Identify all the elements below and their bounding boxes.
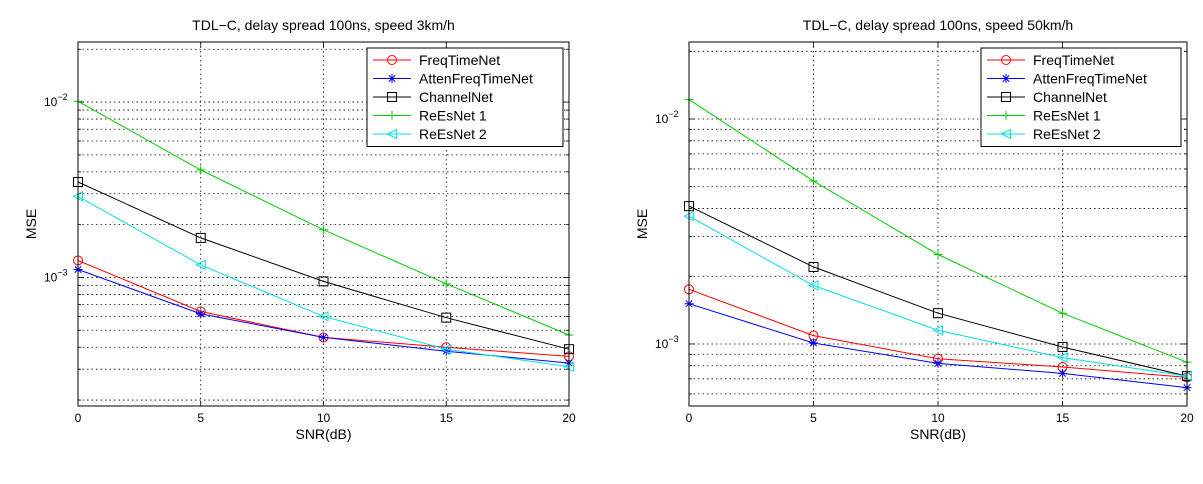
data-point — [809, 338, 818, 348]
legend-label: ReEsNet 2 — [419, 126, 487, 142]
data-point — [195, 232, 206, 243]
legend-item: ChannelNet — [987, 89, 1107, 105]
legend-label: ChannelNet — [1033, 89, 1107, 105]
y-tick-label: 10−3 — [655, 334, 679, 351]
data-point — [319, 332, 328, 342]
series-line — [77, 195, 570, 368]
chart-title: TDL−C, delay spread 100ns, speed 50km/h — [803, 17, 1073, 33]
data-point — [933, 358, 943, 368]
data-point — [809, 176, 818, 186]
series-line — [688, 288, 1188, 378]
legend-marker — [1001, 74, 1011, 83]
data-point — [441, 312, 452, 323]
x-tick-label: 15 — [440, 411, 454, 425]
chart-title: TDL−C, delay spread 100ns, speed 3km/h — [192, 17, 455, 33]
x-axis-label: SNR(dB) — [910, 426, 966, 442]
legend-item: FreqTimeNet — [373, 52, 500, 68]
legend-label: ReEsNet 1 — [419, 108, 487, 124]
data-point — [1058, 308, 1067, 318]
legend-label: ChannelNet — [419, 89, 493, 105]
x-tick-label: 15 — [1056, 411, 1070, 425]
y-axis-label: MSE — [23, 209, 39, 239]
series-line — [77, 181, 570, 350]
chart-2: 0 5 10 15 20 10−3 10−2 TDL−C, delay spread 100n… — [634, 17, 1194, 442]
data-point — [318, 276, 329, 287]
data-point — [932, 325, 943, 336]
legend-marker — [387, 92, 397, 102]
data-point — [807, 280, 819, 291]
data-point — [195, 259, 206, 271]
legend-label: FreqTimeNet — [419, 52, 500, 68]
legend-item: AttenFreqTimeNet — [373, 71, 533, 87]
x-tick-label: 10 — [317, 411, 331, 425]
legend-item: ReEsNet 1 — [373, 108, 487, 124]
legend-marker — [1000, 128, 1011, 140]
legend-marker — [386, 128, 397, 140]
legend-item: ReEsNet 2 — [373, 126, 487, 142]
legend-marker — [387, 74, 397, 83]
legend-marker — [387, 111, 397, 120]
data-point — [196, 165, 206, 175]
legend: FreqTimeNet AttenFreqTimeNet ChannelNet ReE… — [366, 47, 564, 147]
legend-item: ReEsNet 2 — [987, 126, 1101, 142]
x-tick-label: 20 — [562, 411, 576, 425]
data-point — [440, 343, 452, 355]
legend-item: ReEsNet 1 — [987, 108, 1101, 124]
series-line — [688, 215, 1188, 377]
legend-label: AttenFreqTimeNet — [419, 71, 533, 87]
legend: FreqTimeNet AttenFreqTimeNet ChannelNet ReE… — [980, 47, 1182, 147]
data-point — [808, 261, 819, 272]
x-tick-label: 5 — [810, 411, 817, 425]
legend-marker — [1001, 111, 1011, 120]
series-channelnet — [684, 201, 1192, 382]
legend-item: FreqTimeNet — [987, 52, 1114, 68]
data-point — [196, 309, 206, 319]
legend-marker — [387, 55, 397, 65]
y-tick-label: 10−2 — [655, 109, 679, 126]
legend-marker — [1001, 92, 1011, 102]
y-tick-label: 10−3 — [44, 267, 68, 284]
legend-label: AttenFreqTimeNet — [1033, 71, 1147, 87]
data-point — [933, 308, 943, 319]
chart-1: 0 5 10 15 20 10−3 10−2 TDL−C, delay spread 100n… — [23, 17, 576, 442]
series-line — [688, 205, 1188, 377]
x-tick-label: 0 — [75, 411, 82, 425]
x-tick-label: 5 — [197, 411, 204, 425]
legend-label: FreqTimeNet — [1033, 52, 1114, 68]
x-tick-label: 20 — [1180, 411, 1194, 425]
y-axis-label: MSE — [634, 209, 650, 239]
legend-label: ReEsNet 2 — [1033, 126, 1101, 142]
legend-label: ReEsNet 1 — [1033, 108, 1101, 124]
x-axis-label: SNR(dB) — [295, 426, 351, 442]
data-point — [1058, 368, 1067, 378]
y-tick-label: 10−2 — [44, 92, 68, 109]
legend-item: AttenFreqTimeNet — [987, 71, 1147, 87]
grid — [689, 42, 1187, 406]
x-tick-label: 10 — [931, 411, 945, 425]
data-point — [1057, 341, 1068, 352]
legend-marker — [1001, 55, 1011, 65]
data-point — [317, 311, 329, 322]
x-tick-label: 0 — [686, 411, 693, 425]
data-point — [933, 249, 943, 259]
data-point — [441, 279, 451, 289]
legend-item: ChannelNet — [373, 89, 493, 105]
data-point — [319, 225, 328, 235]
data-point — [1056, 352, 1068, 363]
